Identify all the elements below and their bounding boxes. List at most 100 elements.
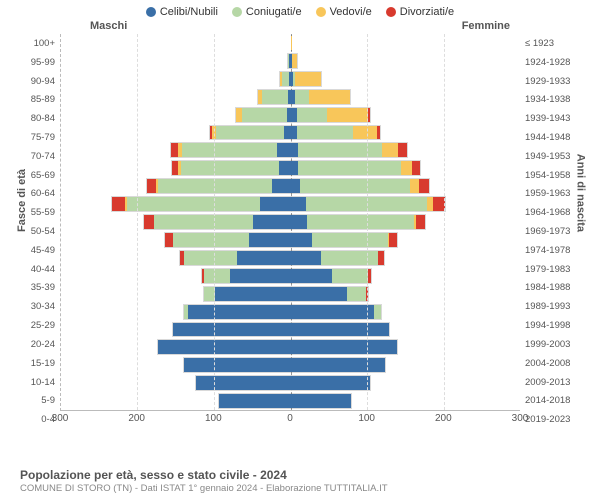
gridline [444, 34, 445, 410]
female-bar [291, 357, 387, 373]
segment-cel [291, 197, 306, 211]
legend: Celibi/Nubili Coniugati/e Vedovi/e Divorzia… [0, 0, 600, 20]
female-bar [291, 286, 369, 302]
year-tick: 1939-1943 [522, 109, 580, 128]
female-bar [291, 107, 371, 123]
year-tick: 1964-1968 [522, 203, 580, 222]
segment-cel [173, 323, 291, 337]
segment-con [282, 72, 289, 86]
segment-cel [279, 161, 290, 175]
segment-cel [291, 287, 348, 301]
legend-label: Coniugati/e [246, 6, 302, 18]
segment-con [295, 90, 309, 104]
gridline [367, 34, 368, 410]
segment-cel [291, 269, 333, 283]
year-tick: 1974-1978 [522, 241, 580, 260]
male-bar [170, 142, 291, 158]
segment-con [182, 143, 277, 157]
legend-swatch [232, 7, 242, 17]
year-tick: 1944-1948 [522, 128, 580, 147]
segment-cel [291, 376, 370, 390]
pyramid-chart: Fasce di età Anni di nascita 100+95-9990… [20, 34, 580, 429]
segment-con [184, 251, 237, 265]
x-tick: 100 [358, 413, 375, 424]
legend-item: Vedovi/e [316, 6, 372, 18]
age-row [61, 124, 520, 142]
segment-con [347, 287, 366, 301]
segment-con [204, 269, 230, 283]
age-row [61, 70, 520, 88]
x-tick: 300 [52, 413, 69, 424]
segment-div [147, 179, 156, 193]
age-tick: 35-39 [20, 279, 58, 298]
segment-cel [188, 305, 290, 319]
age-tick: 100+ [20, 34, 58, 53]
year-tick: 1979-1983 [522, 260, 580, 279]
year-tick: 1959-1963 [522, 185, 580, 204]
male-bar [235, 107, 291, 123]
age-tick: 25-29 [20, 316, 58, 335]
male-bar [179, 250, 291, 266]
age-tick: 30-34 [20, 297, 58, 316]
age-row [61, 106, 520, 124]
year-tick: 2019-2023 [522, 410, 580, 429]
segment-con [262, 90, 288, 104]
age-tick: 60-64 [20, 185, 58, 204]
male-bar [209, 125, 291, 141]
segment-div [416, 215, 425, 229]
segment-cel [253, 215, 291, 229]
segment-cel [196, 376, 291, 390]
chart-subtitle: COMUNE DI STORO (TN) - Dati ISTAT 1° gen… [20, 483, 580, 494]
female-bar [291, 375, 371, 391]
legend-item: Divorziati/e [386, 6, 454, 18]
year-axis: ≤ 19231924-19281929-19331934-19381939-19… [522, 34, 580, 429]
segment-cel [215, 287, 291, 301]
segment-ved [401, 161, 412, 175]
gridline [214, 34, 215, 410]
segment-con [297, 126, 354, 140]
age-row [61, 321, 520, 339]
year-tick: 1989-1993 [522, 297, 580, 316]
segment-div [377, 126, 379, 140]
age-row [61, 195, 520, 213]
segment-ved [353, 126, 377, 140]
year-tick: 2009-2013 [522, 373, 580, 392]
segment-con [321, 251, 378, 265]
segment-cel [291, 143, 299, 157]
segment-con [307, 215, 413, 229]
footer: Popolazione per età, sesso e stato civil… [20, 468, 580, 494]
x-axis: 3002001000100200300 [60, 413, 520, 429]
age-row [61, 374, 520, 392]
female-bar [291, 214, 426, 230]
segment-ved [291, 36, 292, 50]
gender-headers: Maschi Femmine [0, 20, 600, 34]
age-tick: 15-19 [20, 354, 58, 373]
year-tick: 2004-2008 [522, 354, 580, 373]
age-row [61, 177, 520, 195]
age-tick: 80-84 [20, 109, 58, 128]
legend-item: Celibi/Nubili [146, 6, 218, 18]
segment-ved [410, 179, 419, 193]
year-tick: ≤ 1923 [522, 34, 580, 53]
age-tick: 85-89 [20, 90, 58, 109]
age-tick: 75-79 [20, 128, 58, 147]
segment-cel [291, 305, 374, 319]
age-tick: 90-94 [20, 72, 58, 91]
female-bar [291, 89, 351, 105]
age-row [61, 285, 520, 303]
female-bar [291, 142, 409, 158]
segment-con [127, 197, 260, 211]
year-tick: 1969-1973 [522, 222, 580, 241]
plot-area [60, 34, 520, 411]
age-tick: 70-74 [20, 147, 58, 166]
legend-label: Vedovi/e [330, 6, 372, 18]
age-row [61, 356, 520, 374]
year-tick: 1934-1938 [522, 90, 580, 109]
female-bar [291, 268, 372, 284]
male-bar [218, 393, 291, 409]
age-row [61, 52, 520, 70]
female-bar [291, 250, 385, 266]
segment-cel [272, 179, 291, 193]
year-tick: 1949-1953 [522, 147, 580, 166]
male-bar [146, 178, 291, 194]
